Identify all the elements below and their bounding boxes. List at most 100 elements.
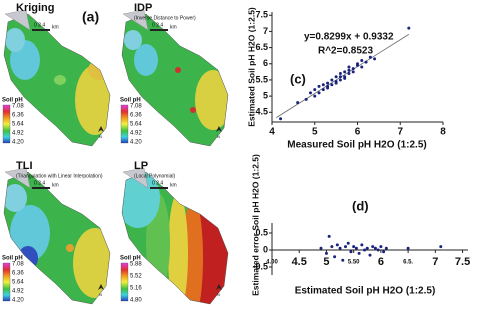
map-zone	[124, 30, 142, 50]
data-point	[321, 88, 325, 92]
map-subtitle: (Inverse Distance to Power)	[134, 15, 196, 21]
map-title: LP	[134, 160, 148, 172]
legend-bar	[120, 104, 129, 144]
map-subtitle: (Triangulation with Linear Interpolation…	[16, 173, 103, 179]
scale-label: 0 2 4	[152, 22, 163, 28]
data-point	[439, 245, 443, 249]
data-point	[324, 251, 328, 255]
x-axis-label: Estimated Soil pH H2O (1:2.5)	[295, 286, 436, 297]
legend-label: 5.52	[130, 274, 142, 280]
data-point	[326, 86, 330, 90]
data-point	[296, 101, 300, 105]
data-point	[330, 78, 334, 82]
data-point	[406, 246, 410, 250]
north-label: N	[99, 134, 102, 139]
north-label: N	[217, 134, 220, 139]
map-zone	[183, 198, 203, 304]
legend-label: 5.16	[130, 286, 142, 292]
data-point	[371, 245, 375, 249]
legend-bar	[2, 262, 11, 302]
map-title: IDP	[134, 2, 152, 14]
legend-label: 4.20	[12, 298, 24, 304]
map-zone	[73, 228, 110, 298]
data-point	[338, 246, 342, 250]
panel-label: (c)	[290, 71, 306, 86]
legend-label: 4.92	[12, 289, 24, 295]
panel-label: (a)	[82, 9, 99, 25]
data-point	[346, 241, 350, 245]
map-subtitle: (Local Polynomial)	[134, 173, 175, 179]
data-point	[343, 70, 347, 74]
legend-label: 6.36	[130, 113, 142, 119]
data-point	[364, 60, 368, 64]
legend-title: Soil pH	[2, 98, 23, 104]
x-axis-label: Measured Soil pH H2O (1:2.5)	[287, 140, 426, 151]
scale-bar	[32, 187, 50, 189]
x-tick-label: 4.00	[266, 260, 278, 266]
data-point	[326, 81, 330, 85]
legend-title: Soil pH	[120, 98, 141, 104]
data-point	[334, 75, 338, 79]
panel-label: (d)	[352, 198, 369, 213]
annotation: R^2=0.8523	[318, 46, 373, 57]
data-point	[330, 245, 334, 249]
map-zone	[4, 184, 27, 212]
data-point	[351, 70, 355, 74]
scale-bar	[32, 29, 50, 31]
map-zone	[5, 28, 25, 52]
legend-label: 5.88	[130, 262, 142, 268]
data-point	[333, 255, 337, 259]
scale-bar	[150, 29, 168, 31]
map-panel: Kriging 0 2 4 km Soil pH7.08 6.36 5.64 4.92 4.2…	[2, 2, 111, 147]
north-arrow	[216, 126, 222, 132]
x-tick-label: 7	[397, 127, 403, 138]
data-point	[368, 55, 372, 59]
map-zone	[195, 70, 228, 130]
legend-bar	[120, 262, 129, 302]
legend-label: 4.80	[130, 298, 142, 304]
data-point	[335, 243, 339, 247]
legend-label: 4.92	[12, 131, 24, 137]
map-zone	[66, 244, 74, 252]
y-axis-label: Estimated error Soil pH H2O (1:2.5)	[250, 154, 260, 296]
map-outline	[121, 171, 229, 305]
data-point	[279, 117, 283, 121]
scale-label: 0 2 4	[34, 180, 45, 186]
legend-label: 4.20	[12, 140, 24, 146]
y-tick-label: 7.5	[255, 10, 268, 20]
x-tick-label: 4	[269, 127, 275, 138]
data-point	[313, 88, 317, 92]
data-point	[360, 59, 364, 63]
north-arrow	[98, 126, 104, 132]
y-tick-label: 6	[263, 58, 268, 68]
data-point	[327, 234, 331, 238]
map-panel: TLI(Triangulation with Linear Interpolat…	[2, 160, 111, 305]
data-point	[338, 78, 342, 82]
legend-label: 5.64	[130, 122, 142, 128]
data-point	[365, 246, 369, 250]
data-point	[338, 75, 342, 79]
data-point	[313, 94, 317, 98]
map-zone	[175, 67, 181, 73]
data-point	[360, 243, 364, 247]
data-point	[344, 245, 347, 249]
data-point	[357, 251, 361, 255]
x-tick-label: 5	[312, 127, 318, 138]
scale-bar	[150, 187, 168, 189]
legend-label: 7.08	[12, 262, 24, 268]
legend-label: 7.08	[130, 104, 142, 110]
data-point	[351, 67, 355, 71]
legend-title: Soil pH	[2, 256, 23, 262]
data-point	[360, 65, 364, 69]
map-zone	[168, 193, 188, 304]
map-lake	[122, 167, 149, 189]
map-zone	[142, 270, 154, 286]
data-point	[330, 83, 334, 87]
data-point	[308, 91, 312, 95]
x-tick-label: 5	[323, 256, 329, 268]
x-tick-label: 6	[355, 127, 361, 138]
data-point	[407, 26, 411, 30]
scale-unit: km	[170, 24, 177, 30]
x-tick-label: 8	[440, 127, 446, 138]
map-zone	[190, 107, 196, 113]
